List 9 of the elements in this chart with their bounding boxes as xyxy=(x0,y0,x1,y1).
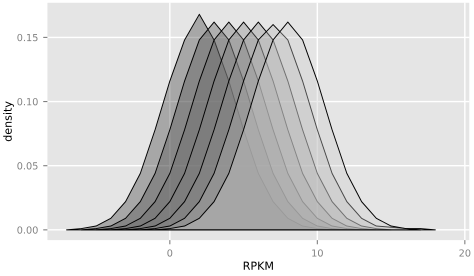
x-tick-label: 20 xyxy=(459,249,470,257)
x-axis-title: RPKM xyxy=(244,262,273,270)
y-tick-label: 0.05 xyxy=(17,162,38,170)
x-tick-label: 0 xyxy=(167,249,172,257)
y-tick-label: 0.00 xyxy=(17,226,38,234)
y-axis-title: density xyxy=(3,101,14,142)
x-tick-label: 10 xyxy=(312,249,323,257)
y-tick-label: 0.15 xyxy=(17,34,38,42)
y-tick-label: 0.10 xyxy=(17,98,38,106)
